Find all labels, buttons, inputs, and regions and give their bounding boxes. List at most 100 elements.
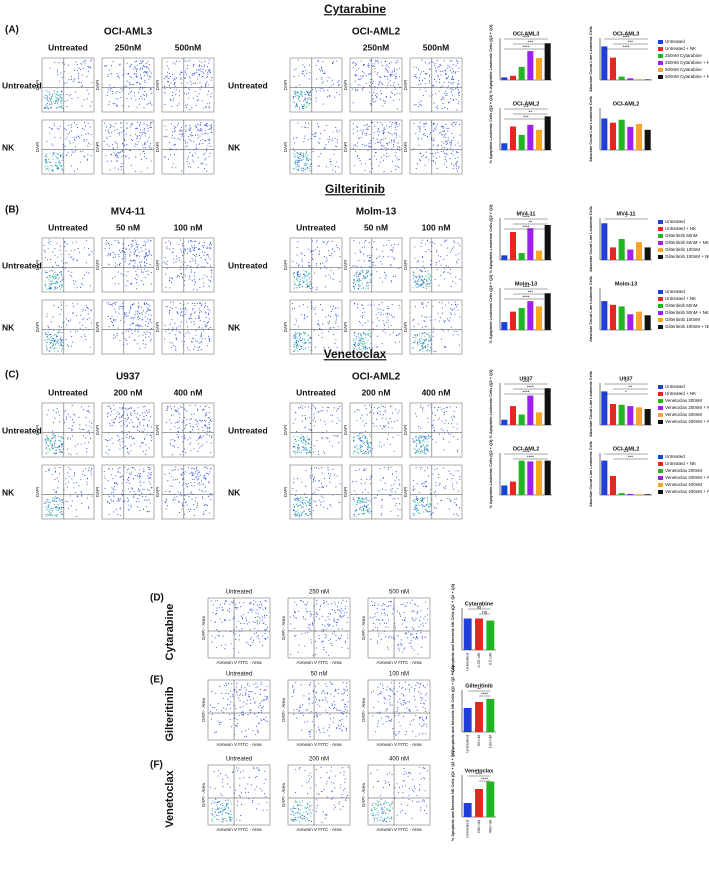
flow-dot bbox=[302, 157, 303, 158]
flow-dot bbox=[312, 241, 313, 242]
flow-dot bbox=[394, 244, 395, 245]
flow-dot bbox=[208, 139, 209, 140]
flow-dot bbox=[202, 143, 203, 144]
flow-dot bbox=[369, 74, 370, 75]
flow-dot bbox=[71, 505, 72, 506]
flow-dot bbox=[55, 454, 56, 455]
bar bbox=[501, 322, 507, 330]
flow-dot bbox=[209, 71, 210, 72]
flow-dot bbox=[423, 266, 424, 267]
flow-plot bbox=[102, 120, 154, 174]
flow-dot bbox=[395, 89, 396, 90]
flow-dot bbox=[199, 143, 200, 144]
flow-dot bbox=[128, 74, 129, 75]
flow-dot bbox=[301, 104, 302, 105]
flow-dot bbox=[443, 259, 444, 260]
flow-dot bbox=[132, 240, 133, 241]
flow-dot bbox=[129, 312, 130, 313]
flow-dot bbox=[310, 342, 311, 343]
flow-dot bbox=[88, 254, 89, 255]
flow-dot bbox=[50, 281, 51, 282]
flow-dot bbox=[312, 250, 313, 251]
flow-dot bbox=[421, 338, 422, 339]
flow-dot bbox=[180, 273, 181, 274]
flow-dot bbox=[56, 243, 57, 244]
flow-dot bbox=[357, 155, 358, 156]
flow-dot bbox=[139, 262, 140, 263]
flow-dot bbox=[56, 447, 57, 448]
flow-dot bbox=[129, 82, 130, 83]
flow-dot bbox=[179, 130, 180, 131]
flow-dot bbox=[61, 511, 62, 512]
flow-dot bbox=[180, 406, 181, 407]
flow-dot bbox=[71, 336, 72, 337]
flow-dot bbox=[53, 348, 54, 349]
flow-dot bbox=[196, 440, 197, 441]
flow-dot bbox=[111, 499, 112, 500]
flow-dot bbox=[394, 86, 395, 87]
flow-dot bbox=[61, 99, 62, 100]
flow-dot bbox=[59, 345, 60, 346]
flow-dot bbox=[45, 95, 46, 96]
flow-dot bbox=[141, 171, 142, 172]
flow-dot bbox=[66, 318, 67, 319]
flow-dot bbox=[140, 74, 141, 75]
flow-dot bbox=[45, 502, 46, 503]
flow-dot bbox=[436, 158, 437, 159]
flow-dot bbox=[196, 266, 197, 267]
flow-dot bbox=[358, 343, 359, 344]
flow-dot bbox=[323, 104, 324, 105]
flow-y-label: DAPI bbox=[35, 142, 40, 153]
flow-dot bbox=[304, 277, 305, 278]
flow-dot bbox=[394, 317, 395, 318]
flow-dot bbox=[183, 157, 184, 158]
flow-dot bbox=[81, 283, 82, 284]
flow-dot bbox=[305, 349, 306, 350]
flow-dot bbox=[297, 271, 298, 272]
flow-dot bbox=[359, 280, 360, 281]
flow-dot bbox=[307, 158, 308, 159]
flow-dot bbox=[429, 286, 430, 287]
flow-dot bbox=[46, 90, 47, 91]
flow-dot bbox=[433, 161, 434, 162]
flow-dot bbox=[362, 71, 363, 72]
flow-dot bbox=[147, 489, 148, 490]
flow-dot bbox=[91, 474, 92, 475]
flow-dot bbox=[393, 144, 394, 145]
flow-dot bbox=[131, 283, 132, 284]
flow-dot bbox=[358, 334, 359, 335]
flow-dot bbox=[139, 104, 140, 105]
flow-dot bbox=[80, 69, 81, 70]
flow-dot bbox=[63, 449, 64, 450]
flow-dot bbox=[199, 287, 200, 288]
flow-dot bbox=[169, 443, 170, 444]
flow-dot bbox=[328, 331, 329, 332]
flow-dot bbox=[205, 130, 206, 131]
flow-dot bbox=[451, 153, 452, 154]
flow-dot bbox=[140, 266, 141, 267]
flow-dot bbox=[132, 245, 133, 246]
flow-dot bbox=[339, 130, 340, 131]
flow-dot bbox=[59, 452, 60, 453]
flow-dot bbox=[144, 258, 145, 259]
flow-dot bbox=[443, 320, 444, 321]
flow-dot bbox=[139, 489, 140, 490]
flow-dot bbox=[150, 416, 151, 417]
flow-dot bbox=[298, 75, 299, 76]
flow-dot bbox=[60, 339, 61, 340]
flow-dot bbox=[353, 338, 354, 339]
flow-dot bbox=[417, 340, 418, 341]
flow-dot bbox=[109, 449, 110, 450]
flow-dot bbox=[116, 161, 117, 162]
flow-dot bbox=[74, 70, 75, 71]
flow-dot bbox=[74, 140, 75, 141]
flow-dot bbox=[125, 261, 126, 262]
flow-dot bbox=[182, 308, 183, 309]
flow-dot bbox=[143, 419, 144, 420]
flow-dot bbox=[416, 67, 417, 68]
flow-dot bbox=[390, 249, 391, 250]
flow-dot bbox=[52, 93, 53, 94]
flow-dot bbox=[414, 76, 415, 77]
flow-dot bbox=[204, 245, 205, 246]
flow-dot bbox=[204, 242, 205, 243]
